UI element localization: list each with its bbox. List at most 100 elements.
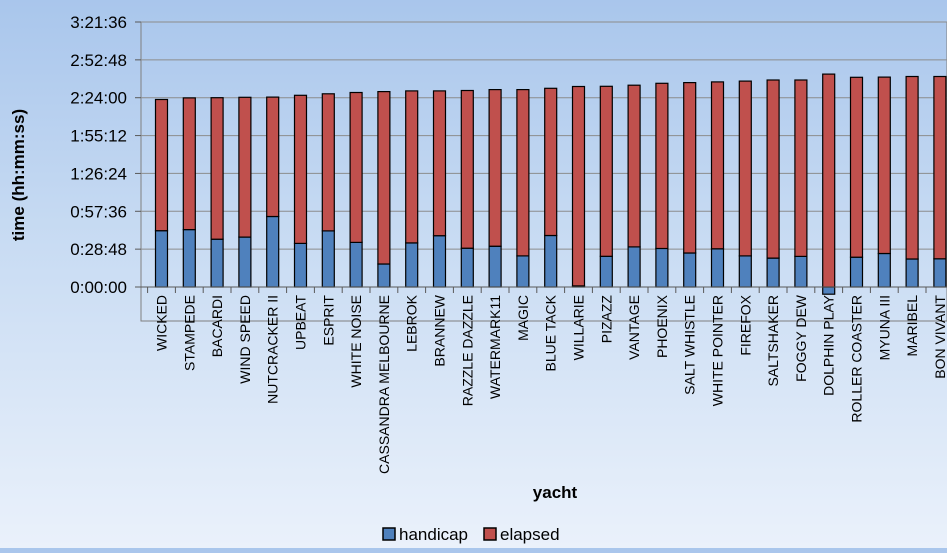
x-tick-label: MARIBEL: [904, 295, 920, 357]
x-tick-label: SALTSHAKER: [765, 295, 781, 387]
bar-handicap: [655, 247, 669, 288]
bar-elapsed: [349, 91, 363, 243]
x-tick-label: WHITE POINTER: [710, 295, 726, 406]
bar-handicap: [738, 255, 752, 288]
x-tick-label: SALT WHISTLE: [682, 295, 698, 395]
bar-handicap: [488, 245, 502, 288]
bar-elapsed: [544, 87, 558, 237]
bar-elapsed: [405, 90, 419, 244]
x-tick-label: BACARDI: [209, 295, 225, 357]
bar-elapsed: [849, 76, 864, 258]
bar-handicap: [266, 215, 280, 288]
bar-handicap: [933, 258, 947, 288]
x-tick-label: UPBEAT: [293, 295, 309, 350]
y-tick-label: 0:28:48: [70, 240, 127, 259]
y-tick-label: 2:24:00: [70, 89, 127, 108]
bar-handicap: [154, 230, 169, 288]
y-tick-label: 0:57:36: [70, 202, 127, 221]
bar-handicap: [766, 257, 780, 288]
x-tick-label: MAGIC: [515, 295, 531, 341]
bar-handicap: [405, 242, 419, 288]
bar-handicap: [182, 229, 196, 288]
bar-elapsed: [321, 93, 335, 232]
bar-elapsed: [516, 88, 530, 257]
bar-elapsed: [599, 85, 613, 257]
x-tick-label: WILLARIE: [571, 295, 587, 360]
x-tick-label: ESPRIT: [320, 295, 336, 346]
bar-handicap: [822, 286, 836, 295]
x-tick-label: WICKED: [154, 295, 170, 351]
legend-label-elapsed: elapsed: [500, 525, 560, 544]
x-tick-label: NUTCRACKER II: [265, 295, 281, 404]
x-tick-label: BRANNEW: [432, 294, 448, 366]
bar-elapsed: [683, 81, 697, 254]
bar-elapsed: [905, 75, 919, 260]
x-tick-label: BLUE TACK: [543, 294, 559, 371]
bar-elapsed: [293, 94, 308, 245]
bar-handicap: [349, 241, 363, 288]
bar-handicap: [710, 248, 725, 288]
bar-elapsed: [933, 75, 947, 260]
bar-elapsed: [432, 90, 447, 237]
bar-handicap: [905, 258, 919, 288]
bar-handicap: [432, 235, 447, 288]
bar-handicap: [544, 234, 558, 288]
legend-swatch-handicap: [382, 527, 396, 541]
x-tick-label: DOLPHIN PLAY: [821, 294, 837, 396]
legend-swatch-elapsed: [483, 527, 497, 541]
bar-handicap: [516, 255, 530, 288]
bar-handicap: [849, 256, 864, 288]
bar-handicap: [321, 230, 335, 288]
bar-elapsed: [655, 82, 669, 250]
bar-handicap: [238, 236, 252, 288]
bar-elapsed: [822, 73, 836, 288]
x-tick-label: PHOENIX: [654, 294, 670, 358]
x-tick-label: WIND SPEED: [237, 295, 253, 384]
x-tick-label: STAMPEDE: [181, 295, 197, 371]
bar-handicap: [794, 255, 808, 288]
bar-elapsed: [154, 98, 169, 232]
bar-handicap: [377, 263, 391, 288]
x-axis-ticks: WICKED STAMPEDE BACARDI WIND SPEED NUTCRACKE…: [147, 287, 947, 474]
y-tick-label: 2:52:48: [70, 51, 127, 70]
bar-elapsed: [182, 97, 196, 231]
x-tick-label: RAZZLE DAZZLE: [459, 295, 475, 406]
bar-elapsed: [488, 88, 502, 247]
y-axis-title: time (hh:mm:ss): [9, 109, 28, 241]
bar-elapsed: [627, 84, 641, 248]
bar-handicap: [877, 252, 891, 288]
bar-handicap: [293, 242, 308, 288]
x-tick-label: CASSANDRA MELBOURNE: [376, 295, 392, 474]
bar-elapsed: [266, 96, 280, 218]
bar-elapsed: [738, 80, 752, 257]
bar-elapsed: [794, 79, 808, 257]
bar-elapsed: [710, 81, 725, 250]
x-tick-label: PIZAZZ: [598, 295, 614, 344]
x-tick-label: FIREFOX: [737, 294, 753, 355]
bar-handicap: [599, 255, 613, 288]
x-tick-label: WHITE NOISE: [348, 295, 364, 388]
x-tick-label: LEBROK: [404, 294, 420, 351]
bar-elapsed: [766, 79, 780, 259]
bar-elapsed: [877, 76, 891, 255]
x-tick-label: ROLLER COASTER: [849, 295, 865, 423]
bar-handicap: [627, 246, 641, 288]
y-tick-label: 3:21:36: [70, 13, 127, 32]
bar-elapsed: [210, 97, 224, 240]
x-tick-label: WATERMARK11: [487, 295, 503, 399]
bars: [154, 73, 947, 295]
x-tick-label: BON VIVANT: [932, 295, 947, 379]
y-tick-label: 1:55:12: [70, 127, 127, 146]
bar-elapsed: [571, 85, 586, 287]
bar-elapsed: [377, 90, 391, 265]
bar-handicap: [683, 252, 697, 288]
bar-elapsed: [238, 96, 252, 238]
y-axis-ticks: 0:00:00 0:28:48 0:57:36 1:26:24 1:55:12 2:24:…: [70, 13, 141, 297]
y-tick-label: 1:26:24: [70, 164, 127, 183]
legend-label-handicap: handicap: [399, 525, 468, 544]
x-tick-label: FOGGY DEW: [793, 294, 809, 382]
x-axis-title: yacht: [533, 483, 578, 502]
bar-elapsed: [460, 89, 474, 249]
